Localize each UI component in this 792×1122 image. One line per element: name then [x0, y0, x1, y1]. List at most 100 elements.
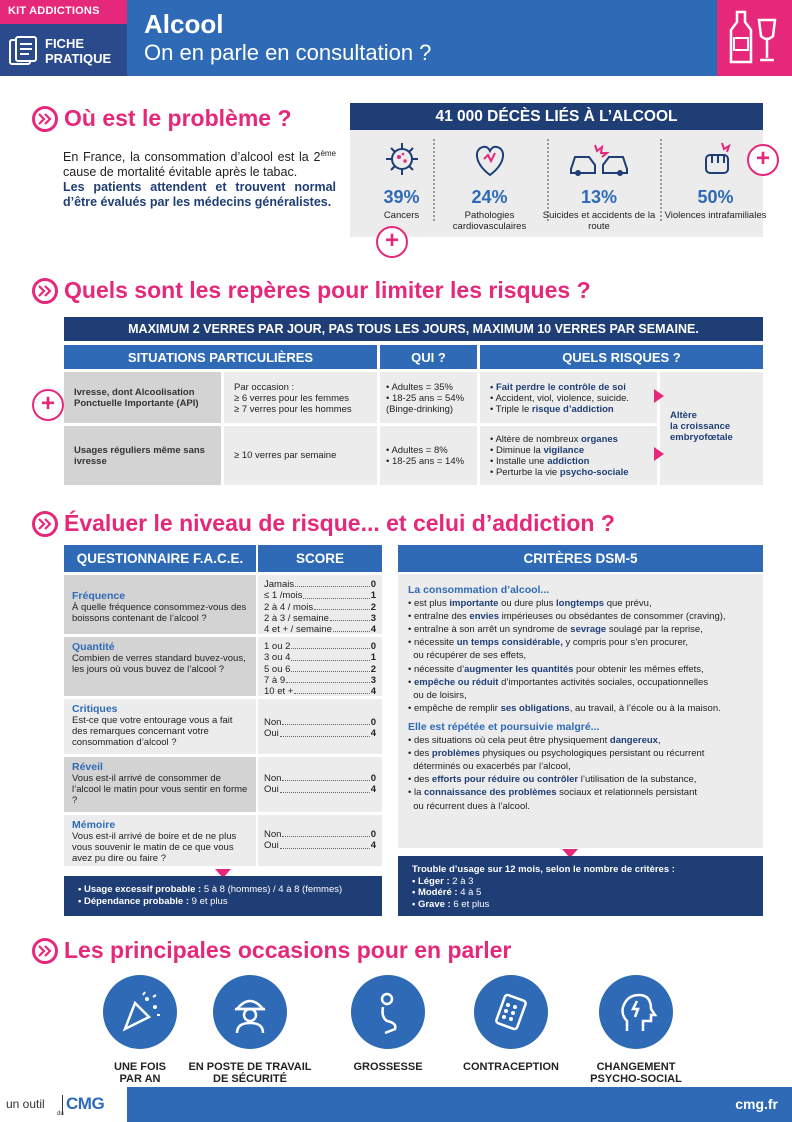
score-option: 7 à 9	[264, 674, 286, 686]
dsm-box-label: • Léger :	[412, 875, 453, 887]
stat-pct: 24%	[471, 187, 508, 207]
header: KIT ADDICTIONS FICHE PRATIQUE Alcool On e…	[0, 0, 792, 76]
col-situations: SITUATIONS PARTICULIÈRES	[64, 345, 377, 369]
bottle-glass-icon	[729, 10, 777, 64]
score-value: 2	[370, 663, 376, 675]
occasion-label: PSYCHO-SOCIAL	[590, 1073, 682, 1085]
divider	[433, 139, 435, 221]
footer-url[interactable]: cmg.fr	[735, 1096, 778, 1112]
document-icon	[9, 36, 37, 65]
face-row-critiques: Critiques Est-ce que votre entourage vou…	[64, 699, 256, 754]
qui-line: • Adultes = 8%	[386, 445, 448, 456]
fiche-badge: FICHE PRATIQUE	[0, 24, 127, 76]
divider	[62, 1095, 63, 1115]
stat-label: Suicides et accidents de la route	[542, 210, 656, 232]
risk-text: • Altère de nombreux	[490, 434, 581, 445]
head-lightning-icon	[599, 975, 673, 1049]
cell-risques-1: • Fait perdre le contrôle de soi • Accid…	[480, 372, 657, 423]
occasion-psychosocial: CHANGEMENT PSYCHO-SOCIAL	[571, 975, 701, 1085]
face-title: Critiques	[72, 703, 118, 715]
cmg-logo: CMG	[66, 1094, 105, 1113]
risk-text: • Perturbe la vie	[490, 467, 560, 478]
score-value: 4	[370, 686, 376, 698]
risk-text: • Diminue la	[490, 445, 544, 456]
score-option: 1 ou 2	[264, 641, 291, 652]
arrow-right-icon	[654, 389, 664, 403]
chevron-right-icon	[32, 937, 58, 964]
score-option: 10 et +	[264, 686, 294, 698]
occasion-annual: UNE FOIS PAR AN	[75, 975, 205, 1085]
occasion-contraception: CONTRACEPTION	[446, 975, 576, 1073]
face-box-value: 9 et plus	[191, 896, 228, 907]
score-value: 0	[370, 829, 376, 840]
dsm-item: • nécessite d’augmenter les quantités po…	[408, 663, 704, 675]
dsm-item: déterminés ou exacerbés par l’alcool,	[408, 761, 571, 773]
plus-icon[interactable]: +	[376, 226, 408, 258]
score-option: Non	[264, 717, 282, 728]
qui-line: (Binge-drinking)	[386, 404, 454, 415]
fiche-line2: PRATIQUE	[45, 51, 112, 66]
dsm-item: • entraîne des envies impérieuses ou obs…	[408, 611, 726, 623]
face-box-label: • Usage excessif probable :	[78, 884, 204, 895]
plus-icon[interactable]: +	[32, 389, 64, 421]
cell-risques-2: • Altère de nombreux organes • Diminue l…	[480, 426, 657, 485]
intro-sup: ème	[320, 149, 336, 158]
occasion-label: EN POSTE DE TRAVAIL	[188, 1061, 312, 1073]
occasion-label: UNE FOIS	[114, 1061, 166, 1073]
arrow-down-icon	[215, 869, 231, 878]
face-question: À quelle fréquence consommez-vous des bo…	[72, 602, 247, 624]
face-row-reveil: Réveil Vous est-il arrivé de consommer d…	[64, 757, 256, 812]
face-box-value: 5 à 8 (hommes) / 4 à 8 (femmes)	[203, 884, 343, 895]
dsm-box-label: • Modéré :	[412, 887, 461, 898]
cell-situation-1: Ivresse, dont Alcoolisation Ponctuelle I…	[64, 372, 221, 423]
dsm-item: ou de loisirs,	[408, 689, 467, 701]
risk-bold: addiction	[547, 456, 590, 467]
risk-bold: organes	[581, 434, 618, 445]
face-row-memoire: Mémoire Vous est-il arrivé de boire et d…	[64, 815, 256, 866]
risk-text: • Triple le	[490, 404, 532, 415]
stat-cancers: 39% Cancers	[350, 139, 453, 222]
face-row-quantite: Quantité Combien de verres standard buve…	[64, 637, 256, 696]
score-quantite: 1 ou 2 0 3 ou 4 1 5 ou 6 2 7 à 9 3 10 et + 4	[258, 637, 382, 698]
stat-label: Violences intrafamiliales	[664, 210, 767, 221]
party-popper-icon	[103, 975, 177, 1049]
stat-cardio: 24% Pathologies cardiovasculaires	[438, 139, 541, 232]
cell-qui-1: • Adultes = 35% • 18-25 ans = 54% (Binge…	[380, 372, 477, 423]
heading-reperes: Quels sont les repères pour limiter les …	[64, 277, 591, 303]
stat-pct: 39%	[383, 187, 420, 207]
cell-alter: Altère la croissance embryofœtale	[660, 372, 763, 485]
fist-icon	[704, 142, 731, 174]
score-value: 0	[370, 773, 376, 784]
score-option: 3 ou 4	[264, 652, 291, 664]
cell-qui-2: • Adultes = 8% • 18-25 ans = 14%	[380, 426, 477, 485]
arrow-right-icon	[654, 447, 664, 461]
chevron-right-icon	[32, 105, 58, 132]
page-subtitle: On en parle en consultation ?	[144, 40, 432, 65]
score-option: Oui	[264, 784, 279, 796]
col-face: QUESTIONNAIRE F.A.C.E.	[64, 545, 256, 572]
face-question: Combien de verres standard buvez-vous, l…	[72, 653, 246, 675]
heart-icon	[475, 145, 504, 177]
score-option: ≤ 1 /mois	[264, 590, 303, 602]
score-value: 1	[370, 652, 376, 664]
qui-line: • 18-25 ans = 54%	[386, 393, 465, 404]
score-critiques: Non 0 Oui 4	[258, 699, 382, 754]
deaths-title: 41 000 DÉCÈS LIÉS À L’ALCOOL	[350, 103, 763, 130]
score-option: Oui	[264, 728, 279, 740]
occasion-pregnancy: GROSSESSE	[323, 975, 453, 1073]
dsm-item: • des situations où cela peut être physi…	[408, 735, 661, 747]
face-result-box: • Usage excessif probable : 5 à 8 (homme…	[64, 876, 382, 916]
col-qui: QUI ?	[380, 345, 477, 369]
score-value: 0	[370, 579, 376, 590]
risk-text: • Installe une	[490, 456, 548, 467]
score-value: 0	[370, 641, 376, 652]
col-score: SCORE	[258, 545, 382, 572]
dsm-item: • la connaissance des problèmes sociaux …	[408, 787, 697, 799]
chevron-right-icon	[32, 277, 58, 304]
face-question: Vous est-il arrivé de consommer de l’alc…	[72, 773, 248, 806]
dsm-criteria: La consommation d’alcool... • est plus i…	[398, 574, 763, 848]
footer-du: du	[57, 1111, 64, 1117]
divider	[660, 139, 662, 221]
plus-icon[interactable]: +	[747, 144, 779, 176]
cell-occasion-2: ≥ 10 verres par semaine	[224, 426, 377, 485]
